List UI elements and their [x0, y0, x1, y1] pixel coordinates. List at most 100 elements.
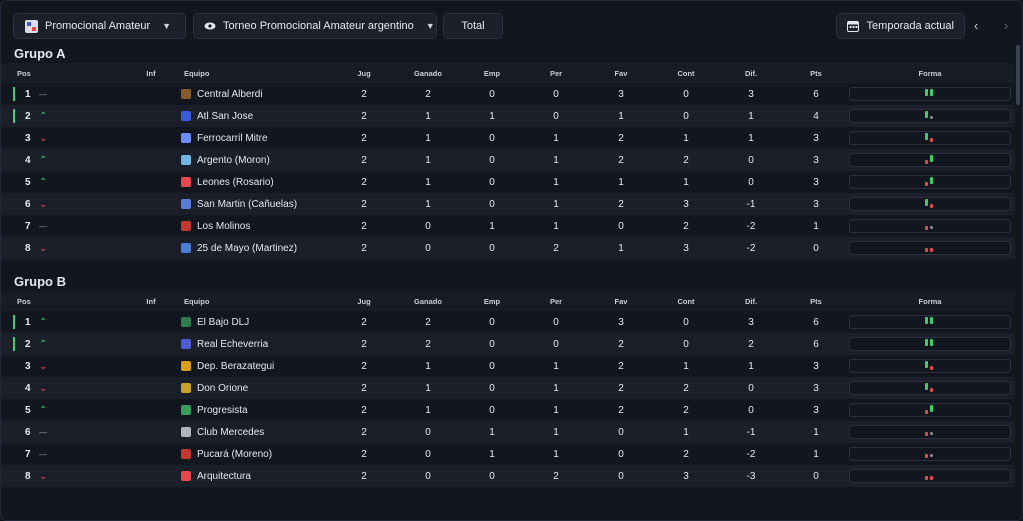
team-name[interactable]: Arquitectura [181, 465, 341, 487]
header-form: Forma [918, 68, 942, 78]
position: 5 [25, 176, 31, 188]
stat-cont: 0 [683, 338, 689, 350]
stat-cont: 1 [683, 132, 689, 144]
position: 8 [25, 470, 31, 482]
team-name[interactable]: Progresista [181, 399, 341, 421]
team-name[interactable]: Dep. Berazategui [181, 355, 341, 377]
table-row[interactable]: 6 ⌄ San Martin (Cañuelas) 2 1 0 1 2 3 -1 3 [1, 193, 1015, 215]
table-row[interactable]: 6 — Club Mercedes 2 0 1 1 0 1 -1 1 [1, 421, 1015, 443]
table-row[interactable]: 7 — Pucará (Moreno) 2 0 1 1 0 2 -2 1 [1, 443, 1015, 465]
stat-per: 1 [553, 132, 559, 144]
season-button[interactable]: Temporada actual [836, 13, 965, 39]
team-name[interactable]: Pucará (Moreno) [181, 443, 341, 465]
prev-arrow-icon[interactable]: ‹ [974, 18, 979, 33]
form-loss-mark [925, 410, 928, 414]
stat-per: 1 [553, 198, 559, 210]
header-emp: Emp [483, 296, 501, 306]
header-pos: Pos [17, 296, 31, 306]
team-name[interactable]: Atl San Jose [181, 105, 341, 127]
stat-cont: 2 [683, 220, 689, 232]
stat-per: 1 [553, 154, 559, 166]
table-row[interactable]: 4 ⌃ Argento (Moron) 2 1 0 1 2 2 0 3 [1, 149, 1015, 171]
team-crest-icon [181, 221, 191, 231]
table-row[interactable]: 5 ⌃ Leones (Rosario) 2 1 0 1 1 1 0 3 [1, 171, 1015, 193]
team-name[interactable]: Leones (Rosario) [181, 171, 341, 193]
standings-scroll-area[interactable]: Grupo A Pos Inf Equipo Jug Ganado Emp Per Fav Con… [1, 45, 1015, 495]
stat-pts: 3 [813, 198, 819, 210]
form-win-mark [925, 383, 928, 390]
table-row[interactable]: 5 ⌃ Progresista 2 1 0 1 2 2 0 3 [1, 399, 1015, 421]
team-label: Dep. Berazategui [197, 360, 275, 372]
stat-per: 2 [553, 242, 559, 254]
table-row[interactable]: 8 ⌄ 25 de Mayo (Martinez) 2 0 0 2 1 3 -2 0 [1, 237, 1015, 259]
team-label: Progresista [197, 404, 248, 416]
team-name[interactable]: 25 de Mayo (Martinez) [181, 237, 341, 259]
stat-dif: -2 [746, 448, 756, 460]
stat-ganado: 0 [425, 220, 431, 232]
competition-select[interactable]: Promocional Amateur ▼ [13, 13, 186, 39]
stat-pts: 0 [813, 470, 819, 482]
stat-emp: 1 [489, 110, 495, 122]
form-loss-mark [930, 248, 933, 252]
team-name[interactable]: Los Molinos [181, 215, 341, 237]
next-arrow-icon[interactable]: › [1004, 18, 1009, 33]
team-crest-icon [181, 243, 191, 253]
stat-pts: 6 [813, 316, 819, 328]
form-draw-mark [930, 432, 933, 435]
stat-per: 0 [553, 338, 559, 350]
stat-per: 1 [553, 426, 559, 438]
form-loss-mark [925, 182, 928, 186]
form-win-mark [930, 177, 933, 184]
form-loss-mark [925, 160, 928, 164]
stat-emp: 0 [489, 404, 495, 416]
table-row[interactable]: 3 ⌄ Ferrocarril Mitre 2 1 0 1 2 1 1 3 [1, 127, 1015, 149]
team-name[interactable]: Argento (Moron) [181, 149, 341, 171]
team-name[interactable]: Don Orione [181, 377, 341, 399]
stat-jug: 2 [361, 426, 367, 438]
team-name[interactable]: El Bajo DLJ [181, 311, 341, 333]
stat-emp: 0 [489, 382, 495, 394]
form-loss-mark [925, 476, 928, 480]
table-row[interactable]: 2 ⌃ Real Echeverria 2 2 0 0 2 0 2 6 [1, 333, 1015, 355]
qualification-marker [13, 109, 15, 123]
table-row[interactable]: 1 — Central Alberdi 2 2 0 0 3 0 3 6 [1, 83, 1015, 105]
stat-emp: 0 [489, 470, 495, 482]
team-name[interactable]: Central Alberdi [181, 83, 341, 105]
stat-emp: 0 [489, 360, 495, 372]
stat-per: 1 [553, 404, 559, 416]
trend-flat-icon: — [39, 221, 47, 231]
tournament-select[interactable]: Torneo Promocional Amateur argentino ▼ [193, 13, 437, 39]
stat-jug: 2 [361, 220, 367, 232]
table-row[interactable]: 7 — Los Molinos 2 0 1 1 0 2 -2 1 [1, 215, 1015, 237]
form-indicator [849, 131, 1011, 145]
header-inf: Inf [146, 68, 156, 78]
form-loss-mark [925, 226, 928, 230]
tournament-label: Torneo Promocional Amateur argentino [223, 20, 414, 32]
stat-jug: 2 [361, 404, 367, 416]
team-name[interactable]: Ferrocarril Mitre [181, 127, 341, 149]
scrollbar-thumb[interactable] [1016, 45, 1020, 105]
stat-pts: 3 [813, 360, 819, 372]
stat-fav: 1 [618, 242, 624, 254]
team-name[interactable]: San Martin (Cañuelas) [181, 193, 341, 215]
trend-flat-icon: — [39, 89, 47, 99]
table-row[interactable]: 3 ⌄ Dep. Berazategui 2 1 0 1 2 1 1 3 [1, 355, 1015, 377]
trend-down-icon: ⌄ [39, 132, 48, 144]
total-button[interactable]: Total [443, 13, 503, 39]
position: 3 [25, 360, 31, 372]
stat-ganado: 1 [425, 110, 431, 122]
table-row[interactable]: 4 ⌄ Don Orione 2 1 0 1 2 2 0 3 [1, 377, 1015, 399]
table-row[interactable]: 1 ⌃ El Bajo DLJ 2 2 0 0 3 0 3 6 [1, 311, 1015, 333]
stat-dif: 0 [748, 154, 754, 166]
trend-flat-icon: — [39, 427, 47, 437]
team-crest-icon [181, 471, 191, 481]
header-dif: Dif. [744, 296, 758, 306]
team-name[interactable]: Club Mercedes [181, 421, 341, 443]
table-row[interactable]: 2 ⌃ Atl San Jose 2 1 1 0 1 0 1 4 [1, 105, 1015, 127]
header-pos: Pos [17, 68, 31, 78]
form-indicator [849, 219, 1011, 233]
form-draw-mark [930, 116, 933, 119]
stat-dif: -2 [746, 242, 756, 254]
team-name[interactable]: Real Echeverria [181, 333, 341, 355]
table-row[interactable]: 8 ⌄ Arquitectura 2 0 0 2 0 3 -3 0 [1, 465, 1015, 487]
